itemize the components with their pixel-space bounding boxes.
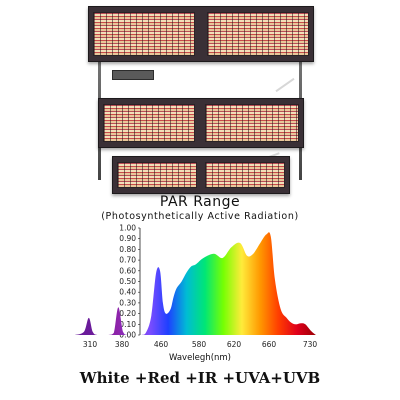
- page-title: PAR Range: [159, 194, 241, 210]
- x-tick-labels: 310 380 460 580 620 660 730: [83, 340, 318, 349]
- led-grow-light-image: [88, 6, 314, 194]
- led-board: [103, 104, 195, 142]
- led-board: [207, 12, 309, 56]
- hanging-rail-right: [299, 12, 302, 180]
- x-tick-label: 380: [115, 340, 130, 349]
- light-bar-middle: [98, 98, 304, 148]
- y-tick-label: 0.40: [119, 288, 136, 297]
- spectrum-caption: White +Red +IR +UVA+UVB: [79, 369, 321, 387]
- x-tick-label: 460: [154, 340, 169, 349]
- led-board: [205, 104, 299, 142]
- y-tick-label: 0.70: [119, 256, 136, 265]
- y-tick-label: 0.60: [119, 266, 136, 275]
- power-cable: [275, 77, 295, 93]
- led-board: [205, 162, 285, 188]
- y-tick-label: 1.00: [119, 224, 136, 233]
- led-board: [93, 12, 195, 56]
- y-tick-labels: 0.000.100.200.300.400.500.600.700.800.90…: [119, 224, 140, 340]
- driver-box: [112, 70, 154, 80]
- light-bar-top: [88, 6, 314, 62]
- x-axis-label: Wavelegh(nm): [169, 353, 231, 363]
- y-tick-label: 0.20: [119, 309, 136, 318]
- spectrum-series: [75, 232, 316, 335]
- y-tick-label: 0.90: [119, 234, 136, 243]
- x-tick-label: 660: [262, 340, 277, 349]
- led-board: [117, 162, 197, 188]
- y-tick-label: 0.30: [119, 298, 136, 307]
- y-tick-label: 0.80: [119, 245, 136, 254]
- spectrum-chart: 0.000.100.200.300.400.500.600.700.800.90…: [75, 224, 318, 363]
- light-bar-bottom: [112, 156, 290, 194]
- page-subtitle: (Photosynthetically Active Radiation): [101, 211, 299, 222]
- x-tick-label: 310: [83, 340, 98, 349]
- x-tick-label: 730: [303, 340, 318, 349]
- x-tick-label: 580: [192, 340, 207, 349]
- y-tick-label: 0.50: [119, 277, 136, 286]
- x-tick-label: 620: [227, 340, 242, 349]
- spectrum-area: [75, 232, 316, 335]
- y-tick-label: 0.10: [119, 320, 136, 329]
- hanging-rail-left: [98, 12, 101, 180]
